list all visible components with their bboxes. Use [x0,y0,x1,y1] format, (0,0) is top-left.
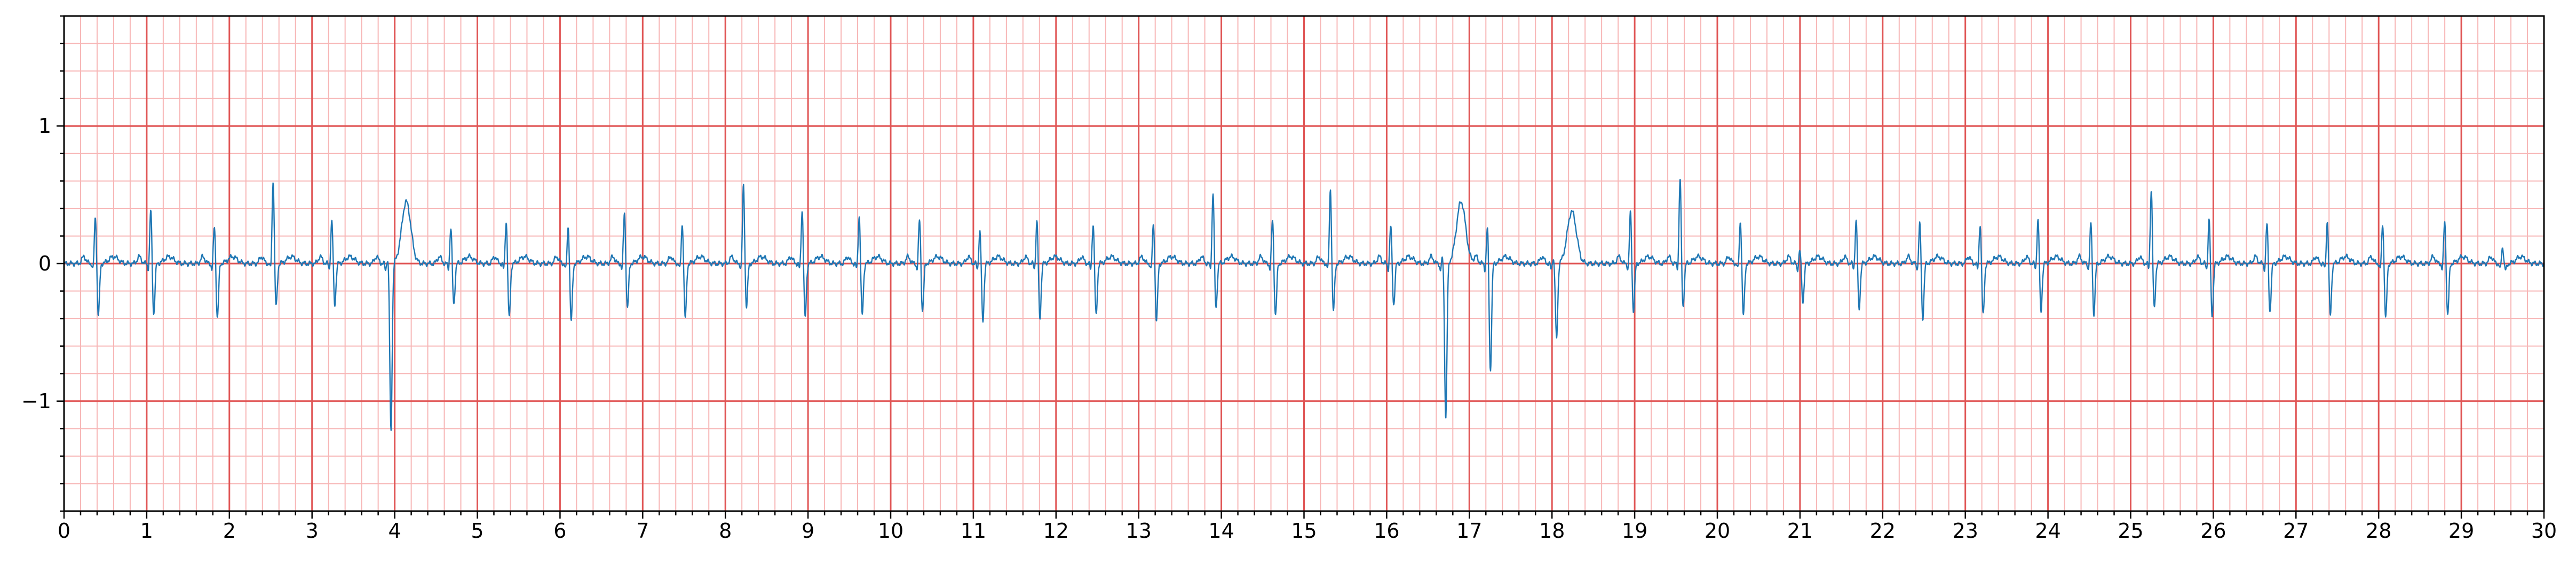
x-tick-label: 27 [2283,519,2309,543]
x-tick-label: 10 [878,519,903,543]
x-tick-label: 21 [1787,519,1813,543]
x-tick-label: 29 [2448,519,2474,543]
x-tick-label: 9 [802,519,814,543]
x-tick-label: 17 [1456,519,1482,543]
x-tick-label: 28 [2366,519,2391,543]
x-tick-label: 13 [1126,519,1152,543]
x-tick-label: 18 [1539,519,1565,543]
x-axis-ticks: 0 1 2 3 4 5 6 7 8 9 10 11 12 13 14 15 16 17 18 19 20 21 22 23 24… [58,511,2557,543]
ecg-trace-line [64,179,2545,431]
x-tick-label: 4 [389,519,401,543]
y-axis-ticks: 1 0 −1 [21,15,64,512]
x-tick-label: 15 [1291,519,1317,543]
x-tick-label: 6 [553,519,566,543]
y-tick-label: 1 [38,114,51,138]
x-tick-label: 0 [58,519,70,543]
x-tick-label: 25 [2118,519,2143,543]
ecg-trace-group [64,179,2545,431]
x-tick-label: 19 [1622,519,1647,543]
x-tick-label: 1 [140,519,153,543]
x-tick-label: 8 [719,519,732,543]
x-tick-label: 26 [2200,519,2226,543]
y-tick-label: −1 [21,389,51,413]
y-tick-label: 0 [38,252,51,275]
x-tick-label: 22 [1870,519,1896,543]
x-tick-label: 24 [2035,519,2060,543]
x-tick-label: 3 [306,519,319,543]
x-tick-label: 23 [1953,519,1978,543]
x-tick-label: 2 [223,519,236,543]
x-tick-label: 14 [1208,519,1234,543]
x-tick-label: 5 [471,519,484,543]
x-tick-label: 30 [2531,519,2557,543]
x-tick-label: 7 [636,519,649,543]
x-tick-label: 16 [1374,519,1399,543]
x-tick-label: 11 [961,519,986,543]
x-tick-label: 20 [1705,519,1730,543]
x-tick-label: 12 [1043,519,1069,543]
